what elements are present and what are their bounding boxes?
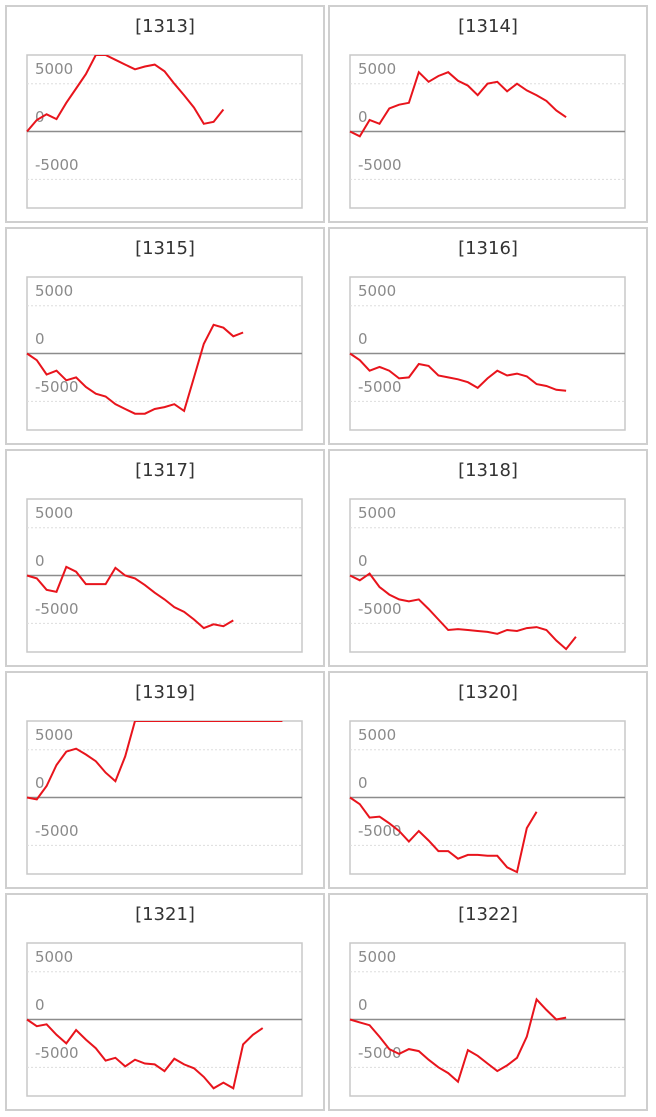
y-tick-label: -5000 <box>358 156 402 174</box>
y-tick-label: 5000 <box>358 948 396 966</box>
y-tick-label: 0 <box>35 996 45 1014</box>
chart-panel: [1313] -5000 0 5000 <box>5 5 325 223</box>
chart-panel: [1322] -5000 0 5000 <box>328 893 648 1111</box>
y-tick-label: 5000 <box>35 504 73 522</box>
chart-panel: [1320] -5000 0 5000 <box>328 671 648 889</box>
y-tick-label: 0 <box>35 552 45 570</box>
y-tick-label: 0 <box>358 108 368 126</box>
chart-title: [1322] <box>458 904 518 925</box>
y-tick-label: 0 <box>358 330 368 348</box>
data-line <box>26 323 244 415</box>
y-tick-label: 0 <box>358 996 368 1014</box>
chart-title: [1314] <box>458 16 518 37</box>
y-tick-label: 5000 <box>35 948 73 966</box>
panel-border <box>5 5 325 223</box>
data-line <box>349 796 538 874</box>
y-tick-label: 5000 <box>35 726 73 744</box>
y-tick-label: 5000 <box>358 60 396 78</box>
y-tick-label: 5000 <box>35 282 73 300</box>
y-tick-label: -5000 <box>358 1044 402 1062</box>
y-tick-label: 0 <box>35 330 45 348</box>
data-line <box>349 997 567 1084</box>
data-line <box>26 55 225 133</box>
panel-border <box>328 671 648 889</box>
chart-title: [1313] <box>135 16 195 37</box>
y-tick-label: -5000 <box>358 822 402 840</box>
y-tick-label: 5000 <box>35 60 73 78</box>
chart-title: [1318] <box>458 460 518 481</box>
data-line <box>26 565 234 630</box>
chart-title: [1321] <box>135 904 195 925</box>
y-tick-label: -5000 <box>35 378 79 396</box>
chart-panel: [1318] -5000 0 5000 <box>328 449 648 667</box>
y-tick-label: -5000 <box>35 1044 79 1062</box>
y-tick-label: 0 <box>358 774 368 792</box>
data-line <box>26 1018 264 1090</box>
chart-title: [1319] <box>135 682 195 703</box>
panel-border <box>5 449 325 667</box>
data-line <box>349 352 567 392</box>
y-tick-label: 5000 <box>358 726 396 744</box>
panel-border <box>328 449 648 667</box>
y-tick-label: -5000 <box>358 378 402 396</box>
chart-panel: [1319] -5000 0 5000 <box>5 671 325 889</box>
chart-panel: [1321] -5000 0 5000 <box>5 893 325 1111</box>
y-tick-label: 5000 <box>358 504 396 522</box>
chart-panel: [1316] -5000 0 5000 <box>328 227 648 445</box>
panel-border <box>328 227 648 445</box>
chart-panel: [1317] -5000 0 5000 <box>5 449 325 667</box>
y-tick-label: 0 <box>358 552 368 570</box>
y-tick-label: 5000 <box>358 282 396 300</box>
chart-panel: [1314] -5000 0 5000 <box>328 5 648 223</box>
y-tick-label: -5000 <box>358 600 402 618</box>
chart-title: [1316] <box>458 238 518 259</box>
chart-title: [1317] <box>135 460 195 481</box>
data-line <box>349 572 577 651</box>
data-line <box>26 721 283 801</box>
chart-title: [1315] <box>135 238 195 259</box>
panel-border <box>5 893 325 1111</box>
chart-title: [1320] <box>458 682 518 703</box>
y-tick-label: 0 <box>35 774 45 792</box>
data-line <box>349 70 567 138</box>
panel-border <box>5 671 325 889</box>
chart-panel: [1315] -5000 0 5000 <box>5 227 325 445</box>
panel-border <box>5 227 325 445</box>
y-tick-label: 0 <box>35 108 45 126</box>
panel-border <box>328 5 648 223</box>
panel-border <box>328 893 648 1111</box>
y-tick-label: -5000 <box>35 156 79 174</box>
y-tick-label: -5000 <box>35 600 79 618</box>
y-tick-label: -5000 <box>35 822 79 840</box>
